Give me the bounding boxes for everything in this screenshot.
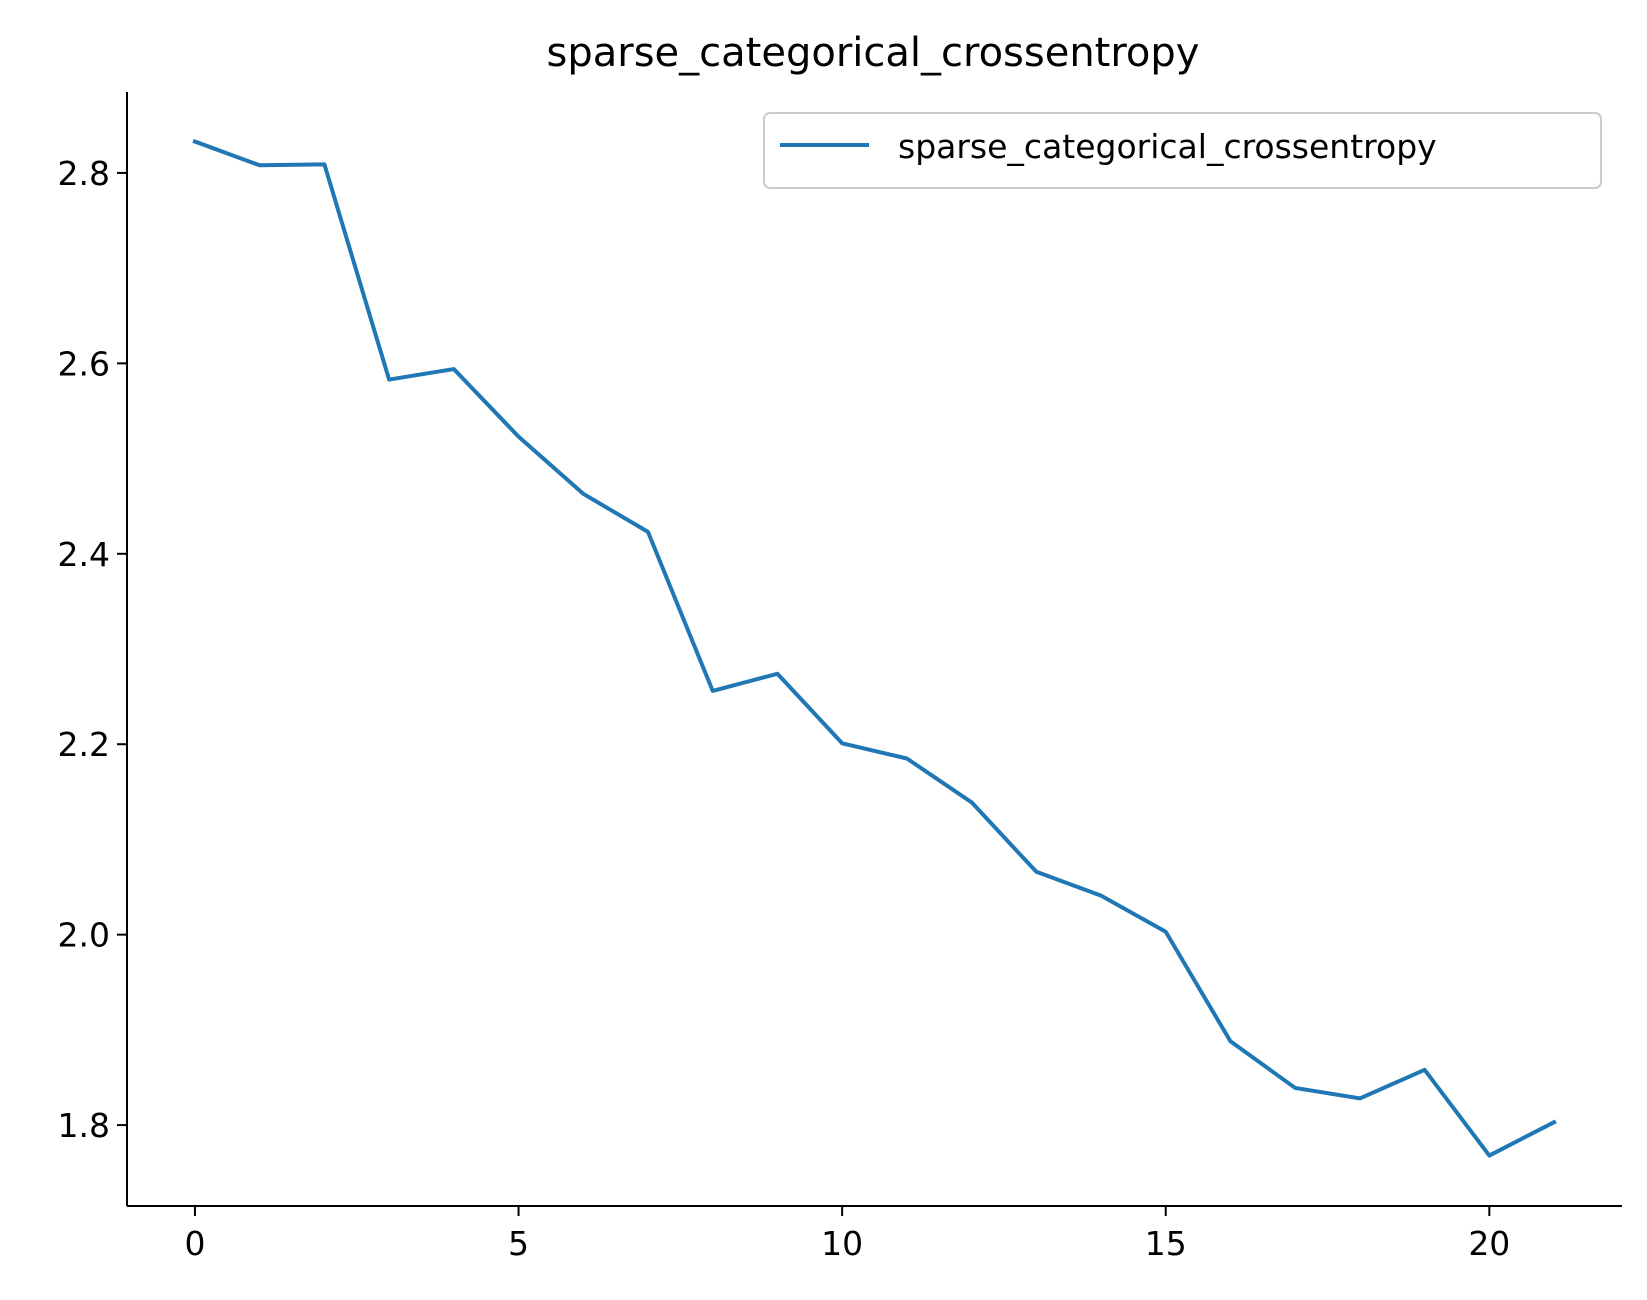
x-tick-label: 0 <box>184 1224 205 1263</box>
y-tick-label: 2.8 <box>58 154 110 193</box>
y-tick-label: 2.6 <box>58 344 110 383</box>
x-ticks: 0 5 10 15 20 <box>184 1206 1510 1263</box>
x-tick-label: 5 <box>508 1224 529 1263</box>
y-tick-label: 2.4 <box>58 535 110 574</box>
series-line <box>192 138 1557 1158</box>
x-tick-label: 20 <box>1468 1224 1510 1263</box>
legend-box <box>763 112 1602 189</box>
axes <box>126 92 1622 1207</box>
x-tick-label: 10 <box>821 1224 863 1263</box>
y-tick-label: 1.8 <box>58 1106 110 1145</box>
chart-title: sparse_categorical_crossentropy <box>547 30 1200 76</box>
y-tick-label: 2.0 <box>58 916 110 955</box>
x-tick-label: 15 <box>1145 1224 1187 1263</box>
y-tick-label: 2.2 <box>58 725 110 764</box>
legend-label: sparse_categorical_crossentropy <box>898 127 1437 166</box>
series-layer <box>192 138 1557 1158</box>
legend: sparse_categorical_crossentropy <box>763 112 1602 189</box>
y-ticks: 1.8 2.0 2.2 2.4 2.6 2.8 <box>58 154 127 1145</box>
